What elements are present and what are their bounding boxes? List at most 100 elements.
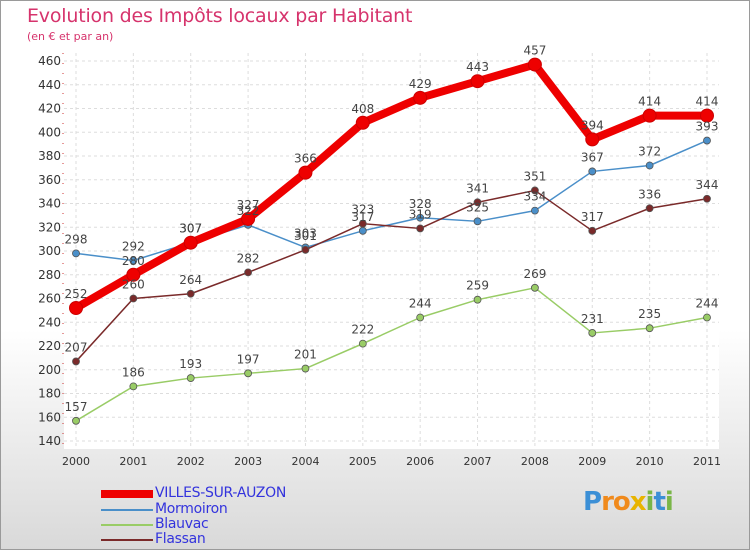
- data-label: 244: [696, 297, 719, 311]
- data-label: 222: [351, 323, 374, 337]
- data-point: [527, 57, 542, 72]
- data-point: [413, 90, 428, 105]
- data-point: [244, 268, 252, 277]
- data-point: [72, 416, 80, 425]
- data-point: [416, 224, 425, 233]
- y-tick-label: 380: [38, 149, 61, 163]
- data-label: 327: [237, 198, 260, 212]
- data-point: [703, 194, 711, 203]
- y-tick-label: 340: [38, 197, 61, 211]
- x-tick-label: 2003: [234, 455, 262, 468]
- data-label: 197: [237, 352, 260, 366]
- data-label: 351: [523, 169, 546, 183]
- data-label: 394: [581, 118, 604, 132]
- data-label: 193: [179, 357, 202, 371]
- data-point: [531, 283, 539, 292]
- data-point: [355, 115, 370, 130]
- logo-letter: r: [601, 487, 614, 517]
- data-point: [358, 219, 367, 228]
- data-label: 282: [237, 251, 260, 265]
- data-point: [186, 374, 195, 382]
- data-point: [126, 267, 141, 282]
- legend-swatch: [101, 490, 153, 498]
- data-point: [703, 136, 711, 145]
- data-label: 367: [581, 150, 604, 164]
- data-point: [129, 256, 138, 265]
- legend-swatch: [101, 539, 153, 541]
- data-point: [129, 382, 138, 391]
- data-label: 207: [65, 340, 88, 354]
- data-point: [129, 294, 138, 303]
- data-label: 344: [696, 178, 719, 192]
- y-tick-label: 360: [38, 173, 61, 187]
- data-label: 328: [409, 197, 432, 211]
- data-point: [183, 235, 198, 250]
- logo-letter: t: [653, 487, 665, 517]
- data-point: [588, 167, 597, 176]
- series-line-blauvac: [75, 287, 708, 422]
- y-tick-label: 200: [38, 363, 61, 377]
- data-point: [470, 74, 485, 89]
- chart-subtitle: (en € et par an): [27, 30, 114, 43]
- data-label: 235: [638, 307, 661, 321]
- data-label: 325: [466, 200, 489, 214]
- logo-letter: x: [629, 487, 647, 517]
- proxiti-logo: Proxiti: [583, 487, 674, 517]
- x-tick-label: 2011: [693, 455, 721, 468]
- data-point: [642, 108, 657, 123]
- x-tick-label: 2000: [62, 455, 90, 468]
- data-point: [473, 198, 482, 207]
- y-tick-label: 140: [38, 434, 61, 448]
- data-point: [645, 161, 654, 170]
- data-label: 303: [294, 226, 317, 240]
- y-tick-label: 420: [38, 102, 61, 116]
- y-tick-label: 320: [38, 220, 61, 234]
- data-label: 414: [696, 95, 719, 109]
- data-label: 186: [122, 365, 145, 379]
- data-point: [585, 132, 600, 147]
- data-label: 269: [523, 267, 546, 281]
- data-point: [645, 324, 654, 333]
- data-label: 244: [409, 297, 432, 311]
- data-point: [531, 186, 539, 195]
- data-label: 260: [122, 278, 145, 292]
- x-tick-label: 2010: [636, 455, 664, 468]
- data-point: [301, 245, 310, 254]
- data-label: 393: [696, 120, 719, 134]
- data-label: 157: [65, 400, 88, 414]
- data-point: [69, 301, 83, 315]
- legend-label: Flassan: [155, 531, 206, 547]
- data-label: 336: [638, 187, 661, 201]
- data-label: 201: [294, 348, 317, 362]
- data-label: 317: [351, 210, 374, 224]
- logo-letter: P: [583, 487, 602, 517]
- x-tick-label: 2005: [349, 455, 377, 468]
- logo-letter: i: [645, 487, 655, 517]
- data-label: 231: [581, 312, 604, 326]
- data-label: 366: [294, 152, 317, 166]
- data-point: [473, 217, 482, 226]
- data-point: [358, 226, 367, 235]
- data-point: [531, 206, 539, 215]
- y-tick-label: 220: [38, 339, 61, 353]
- y-tick-label: 240: [38, 315, 61, 329]
- data-label: 429: [409, 77, 432, 91]
- y-tick-label: 300: [38, 244, 61, 258]
- data-label: 264: [179, 273, 202, 287]
- data-point: [416, 313, 425, 322]
- data-label: 408: [351, 102, 374, 116]
- data-label: 319: [409, 207, 432, 221]
- data-label: 292: [122, 240, 145, 254]
- data-point: [473, 295, 482, 304]
- data-label: 298: [65, 232, 88, 246]
- logo-letter: i: [664, 487, 674, 517]
- data-point: [241, 211, 256, 226]
- y-tick-label: 260: [38, 292, 61, 306]
- y-tick-label: 160: [38, 410, 61, 424]
- data-label: 307: [179, 222, 202, 236]
- data-point: [700, 108, 714, 123]
- data-label: 322: [237, 204, 260, 218]
- data-point: [298, 165, 313, 180]
